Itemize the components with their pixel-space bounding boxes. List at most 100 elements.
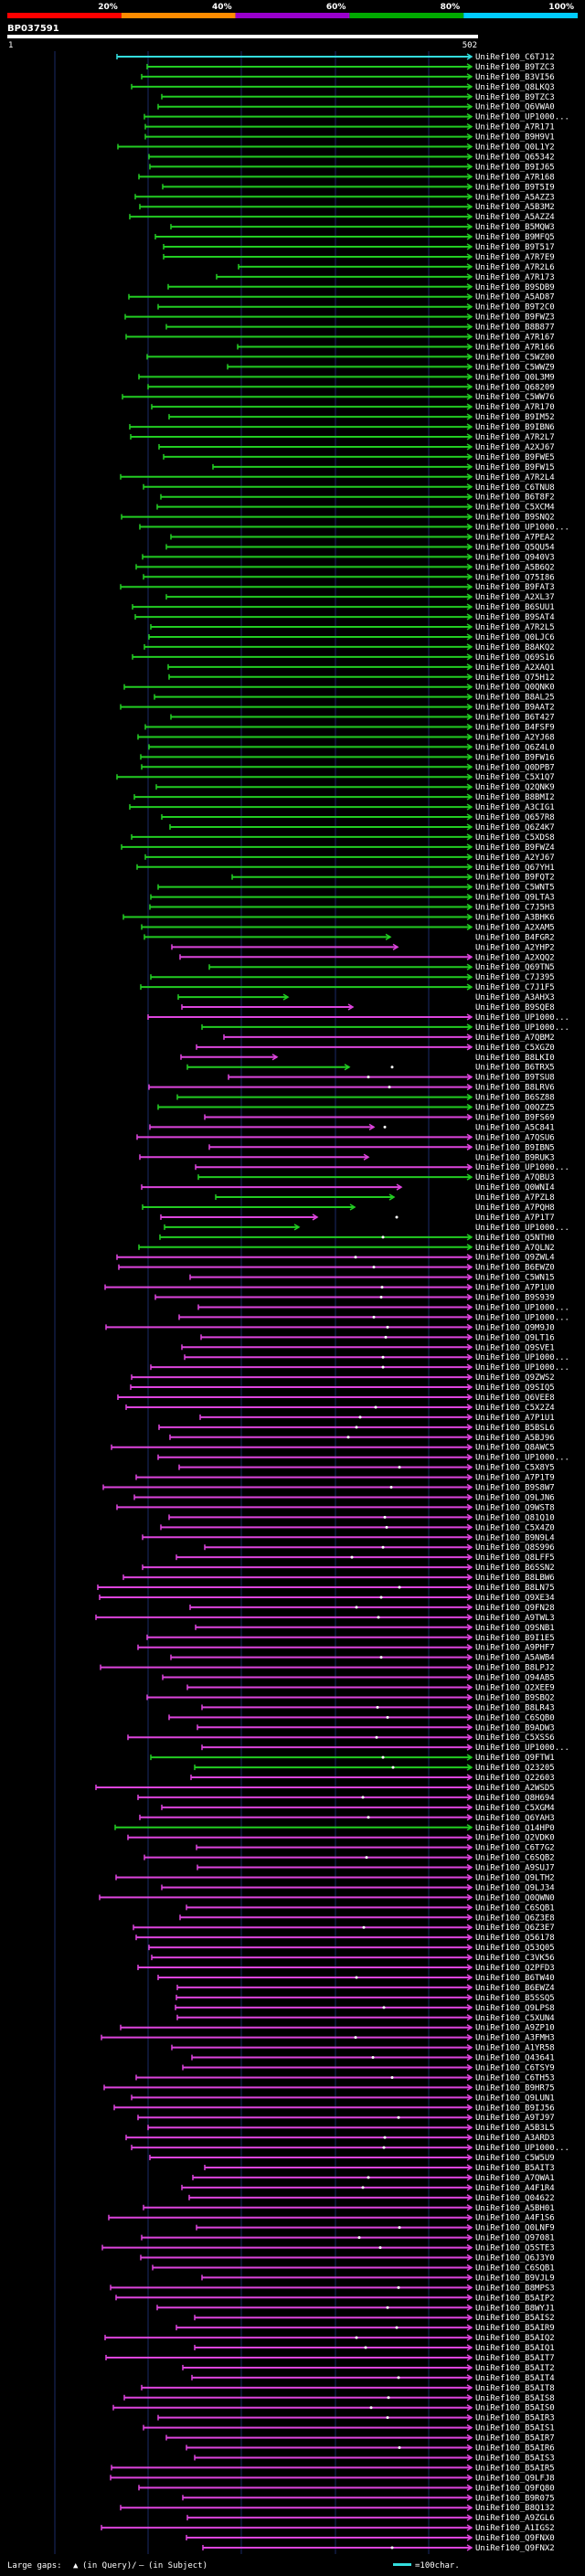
hit-label[interactable]: UniRef100_A9SUJ7 (475, 1864, 555, 1873)
hit-row[interactable]: UniRef100_Q0QWN0 (99, 1893, 555, 1903)
hit-label[interactable]: UniRef100_B5AIT2 (475, 2364, 555, 2373)
hit-row[interactable]: UniRef100_B9SAT4 (134, 613, 555, 622)
hit-label[interactable]: UniRef100_B5AIQ2 (475, 2334, 555, 2343)
hit-row[interactable]: UniRef100_A7QSU6 (136, 1133, 555, 1142)
hit-label[interactable]: UniRef100_C6T7G2 (475, 1844, 555, 1853)
hit-row[interactable]: UniRef100_B9FS69 (204, 1113, 555, 1122)
hit-label[interactable]: UniRef100_Q2QNK9 (475, 783, 555, 792)
hit-row[interactable]: UniRef100_Q6Z4K7 (169, 823, 555, 832)
hit-label[interactable]: UniRef100_A5AWB4 (475, 1654, 555, 1663)
hit-row[interactable]: UniRef100_A9PHF7 (137, 1644, 555, 1653)
hit-row[interactable]: UniRef100_B9T2C0 (157, 303, 555, 313)
hit-row[interactable]: UniRef100_Q6Z3E8 (179, 1913, 555, 1923)
hit-label[interactable]: UniRef100_A9PHF7 (475, 1644, 555, 1653)
hit-label[interactable]: UniRef100_A7QLN2 (475, 1244, 555, 1253)
hit-label[interactable]: UniRef100_B5AIP2 (475, 2294, 555, 2303)
hit-row[interactable]: UniRef100_Q97081 (141, 2234, 555, 2243)
hit-row[interactable]: UniRef100_B6SUU1 (132, 603, 555, 612)
hit-row[interactable]: UniRef100_UP1000... (197, 1303, 569, 1312)
hit-label[interactable]: UniRef100_B6SUU1 (475, 603, 555, 612)
hit-label[interactable]: UniRef100_A2XQQ2 (475, 953, 555, 962)
hit-row[interactable]: UniRef100_Q6J3Y0 (140, 2254, 555, 2263)
hit-label[interactable]: UniRef100_B9SBQ2 (475, 1693, 555, 1702)
hit-row[interactable]: UniRef100_Q0WNI4 (141, 1183, 555, 1193)
hit-label[interactable]: UniRef100_Q9ZWL4 (475, 1254, 555, 1263)
hit-row[interactable]: UniRef100_B5AIT3 (204, 2164, 555, 2173)
hit-row[interactable]: UniRef100_B8B877 (165, 323, 555, 333)
hit-row[interactable]: UniRef100_B6TW40 (157, 1974, 555, 1983)
hit-label[interactable]: UniRef100_B5AIT7 (475, 2354, 555, 2363)
hit-label[interactable]: UniRef100_C5XGZ0 (475, 1044, 555, 1053)
hit-row[interactable]: UniRef100_UP1000... (164, 1224, 569, 1233)
hit-row[interactable]: UniRef100_UP1000... (147, 1013, 569, 1023)
hit-row[interactable]: UniRef100_A7QBU3 (197, 1173, 555, 1182)
hit-row[interactable]: UniRef100_C5X1Q7 (116, 773, 555, 782)
hit-row[interactable]: UniRef100_Q81Q10 (168, 1513, 555, 1522)
hit-label[interactable]: UniRef100_Q0WNI4 (475, 1183, 555, 1193)
hit-label[interactable]: UniRef100_B5AIR6 (475, 2444, 555, 2454)
hit-row[interactable]: UniRef100_C5X2Z4 (125, 1404, 555, 1413)
hit-label[interactable]: UniRef100_B6TW40 (475, 1974, 555, 1983)
hit-row[interactable]: UniRef100_B9IM52 (168, 413, 555, 422)
hit-row[interactable]: UniRef100_A7QLN2 (138, 1244, 555, 1253)
hit-row[interactable]: UniRef100_B5AIS1 (143, 2424, 555, 2433)
hit-label[interactable]: UniRef100_UP1000... (475, 1163, 569, 1172)
hit-label[interactable]: UniRef100_Q9LPS8 (475, 2004, 555, 2013)
hit-row[interactable]: UniRef100_Q75I86 (143, 573, 555, 582)
hit-label[interactable]: UniRef100_B5BSL6 (475, 1424, 555, 1433)
hit-row[interactable]: UniRef100_Q8S996 (204, 1543, 555, 1553)
hit-label[interactable]: UniRef100_B9FAT3 (475, 583, 555, 592)
hit-row[interactable]: UniRef100_B9VJL9 (201, 2274, 555, 2283)
hit-row[interactable]: UniRef100_B9FQT2 (231, 874, 555, 883)
hit-row[interactable]: UniRef100_A7PQH8 (142, 1203, 555, 1213)
hit-row[interactable]: UniRef100_Q8AWC5 (111, 1444, 555, 1453)
hit-label[interactable]: UniRef100_A3AHX3 (475, 993, 555, 1002)
hit-label[interactable]: UniRef100_B9RUK3 (475, 1153, 555, 1162)
hit-row[interactable]: UniRef100_B5AIR5 (111, 2464, 555, 2473)
hit-label[interactable]: UniRef100_C5WZ00 (475, 353, 555, 362)
hit-label[interactable]: UniRef100_B5AIR7 (475, 2434, 555, 2443)
hit-label[interactable]: UniRef100_C5X4Z0 (475, 1523, 555, 1532)
hit-row[interactable]: UniRef100_A9SUJ7 (197, 1864, 555, 1873)
hit-label[interactable]: UniRef100_Q9FQ80 (475, 2484, 555, 2493)
hit-row[interactable]: UniRef100_C6TJ12 (116, 53, 555, 62)
hit-row[interactable]: UniRef100_A5C841 (149, 1123, 555, 1132)
hit-row[interactable]: UniRef100_Q9LPS8 (175, 2004, 555, 2013)
hit-row[interactable]: UniRef100_A3ARD3 (125, 2134, 555, 2143)
hit-label[interactable]: UniRef100_B9TZC3 (475, 63, 555, 72)
hit-label[interactable]: UniRef100_A4F1S6 (475, 2214, 555, 2223)
hit-label[interactable]: UniRef100_B5SSQ5 (475, 1994, 555, 2003)
hit-label[interactable]: UniRef100_A9ZGL6 (475, 2514, 555, 2523)
hit-label[interactable]: UniRef100_A7R2L5 (475, 623, 555, 632)
hit-row[interactable]: UniRef100_C6TNU8 (143, 483, 555, 493)
hit-row[interactable]: UniRef100_Q2PFD3 (137, 1964, 555, 1973)
hit-row[interactable]: UniRef100_B5SSQ5 (176, 1994, 555, 2003)
hit-label[interactable]: UniRef100_Q6Z4L0 (475, 743, 555, 752)
hit-row[interactable]: UniRef100_Q940V3 (142, 553, 555, 562)
hit-row[interactable]: UniRef100_Q22603 (190, 1774, 555, 1783)
hit-row[interactable]: UniRef100_Q9LJ34 (161, 1883, 555, 1892)
hit-label[interactable]: UniRef100_B9HR75 (475, 2083, 555, 2093)
hit-label[interactable]: UniRef100_Q43641 (475, 2054, 555, 2063)
hit-row[interactable]: UniRef100_A5AZZ4 (129, 213, 555, 222)
hit-row[interactable]: UniRef100_A2XAQ1 (167, 663, 555, 673)
hit-row[interactable]: UniRef100_B9S8W7 (102, 1484, 555, 1493)
hit-label[interactable]: UniRef100_A7P1T9 (475, 1474, 555, 1483)
hit-label[interactable]: UniRef100_A5AZZ4 (475, 213, 555, 222)
hit-row[interactable]: UniRef100_B9I1E5 (146, 1634, 555, 1643)
hit-label[interactable]: UniRef100_B9N9L4 (475, 1533, 555, 1542)
hit-row[interactable]: UniRef100_B5AIR3 (157, 2414, 555, 2423)
hit-row[interactable]: UniRef100_UP1000... (131, 2144, 569, 2153)
hit-row[interactable]: UniRef100_Q43641 (191, 2054, 555, 2063)
hit-label[interactable]: UniRef100_B9FW16 (475, 753, 555, 762)
hit-label[interactable]: UniRef100_B9I1E5 (475, 1634, 555, 1643)
hit-label[interactable]: UniRef100_Q6Z3E8 (475, 1913, 555, 1923)
hit-label[interactable]: UniRef100_UP1000... (475, 1013, 569, 1023)
hit-label[interactable]: UniRef100_Q8LFF5 (475, 1553, 555, 1563)
hit-row[interactable]: UniRef100_B5AIT8 (141, 2384, 555, 2393)
hit-label[interactable]: UniRef100_A7R2L7 (475, 433, 555, 442)
hit-label[interactable]: UniRef100_Q6YAH3 (475, 1814, 555, 1823)
hit-label[interactable]: UniRef100_A5AZZ3 (475, 193, 555, 202)
hit-row[interactable]: UniRef100_B8AKQ2 (144, 643, 555, 652)
hit-label[interactable]: UniRef100_B3VI56 (475, 73, 555, 82)
